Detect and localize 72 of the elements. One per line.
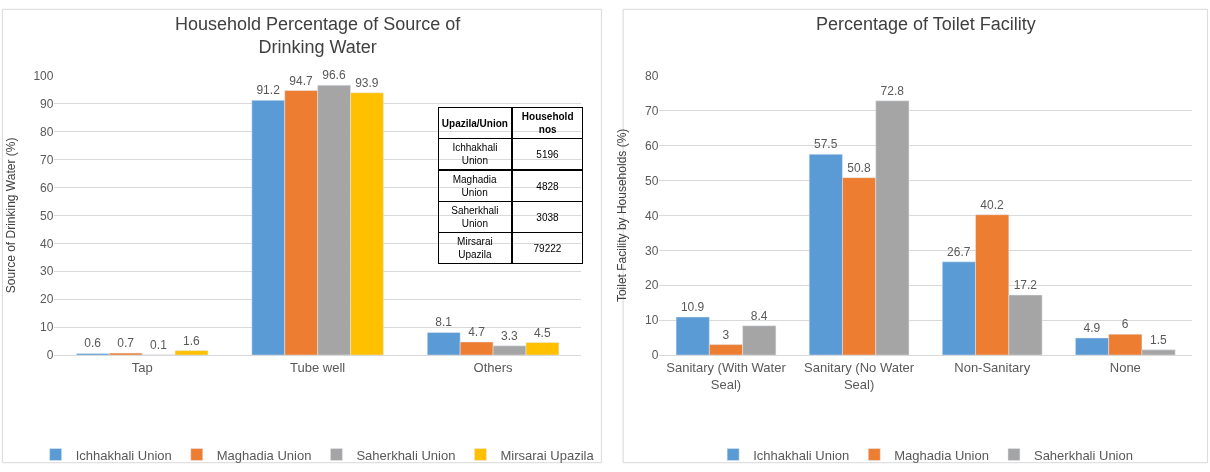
data-label: 57.5 [813, 137, 838, 152]
x-tick-label: Non-Sanitary [954, 359, 1031, 375]
data-label: 8.4 [750, 308, 768, 323]
data-label: 10.9 [680, 300, 705, 315]
y-tick-label: 70 [40, 152, 54, 167]
x-tick-label: Sanitary (With Water Seal) [666, 359, 787, 392]
legend-label: Ichhakhali Union [753, 447, 850, 463]
category-label: Saherkhali Union [451, 205, 499, 230]
data-label: 3038 [536, 211, 560, 223]
annotation: Household nos [521, 111, 574, 136]
y-tick-label: 50 [40, 208, 54, 223]
category-label: Mirsarai Upazila [457, 236, 493, 261]
data-label: 0.7 [117, 336, 135, 351]
y-tick-label: 10 [40, 320, 54, 335]
legend-label: Ichhakhali Union [75, 447, 172, 463]
data-label: 17.2 [1013, 278, 1038, 293]
data-label: 91.2 [256, 83, 281, 98]
legend-label: Saherkhali Union [356, 447, 456, 463]
legend-label: Mirsarai Upazila [500, 447, 595, 463]
data-label: 4.5 [533, 325, 551, 340]
data-label: 0.1 [150, 337, 168, 352]
x-tick-label: Others [473, 359, 514, 375]
y-tick-label: 40 [645, 208, 659, 223]
data-label: 6 [1121, 317, 1129, 332]
data-label: 5196 [536, 148, 560, 160]
x-tick-label: Tube well [290, 359, 346, 375]
y-tick-label: 60 [40, 180, 54, 195]
x-tick-label: Tap [131, 359, 153, 375]
y-tick-label: 10 [645, 313, 659, 328]
data-label: 4.7 [468, 324, 486, 339]
y-tick-label: 20 [645, 278, 659, 293]
y-tick-label: 50 [645, 173, 659, 188]
data-label: 40.2 [980, 197, 1005, 212]
y-tick-label: 90 [40, 96, 54, 111]
y-tick-label: 100 [33, 68, 54, 83]
x-tick-label: Sanitary (No Water Seal) [804, 359, 915, 392]
chart-title: Household Percentage of Source of Drinking Water [175, 14, 462, 58]
chart-title: Percentage of Toilet Facility [816, 14, 1036, 34]
y-tick-label: 0 [46, 348, 54, 363]
data-label: 4.9 [1083, 320, 1101, 335]
y-tick-label: 30 [645, 243, 659, 258]
legend-label: Maghadia Union [894, 447, 989, 463]
category-label: Maghadia Union [452, 174, 498, 199]
data-label: 4828 [536, 180, 560, 192]
y-axis-title: Source of Drinking Water (%) [3, 137, 18, 294]
y-tick-label: 40 [40, 236, 54, 251]
y-tick-label: 30 [40, 264, 54, 279]
legend-label: Saherkhali Union [1033, 447, 1133, 463]
x-tick-label: None [1109, 359, 1141, 375]
y-tick-label: 80 [645, 68, 659, 83]
y-tick-label: 80 [40, 124, 54, 139]
data-label: 0.6 [84, 336, 102, 351]
data-label: 1.5 [1150, 332, 1168, 347]
y-tick-label: 70 [645, 103, 659, 118]
y-tick-label: 60 [645, 138, 659, 153]
data-label: 8.1 [435, 315, 453, 330]
data-label: 26.7 [947, 244, 971, 259]
annotation: Upazila/Union [441, 117, 508, 129]
data-label: 79222 [533, 242, 562, 254]
y-axis-title: Toilet Facility by Households (%) [615, 128, 630, 303]
data-label: 50.8 [847, 160, 871, 175]
data-label: 1.6 [183, 333, 201, 348]
y-tick-label: 20 [40, 292, 54, 307]
data-label: 94.7 [289, 73, 314, 88]
data-label: 93.9 [355, 75, 379, 90]
legend-label: Maghadia Union [216, 447, 312, 463]
data-label: 96.6 [322, 68, 346, 83]
data-label: 3.3 [501, 328, 519, 343]
data-label: 72.8 [880, 83, 905, 98]
y-tick-label: 0 [651, 348, 659, 363]
category-label: Ichhakhali Union [452, 142, 498, 167]
data-label: 3 [722, 327, 730, 342]
